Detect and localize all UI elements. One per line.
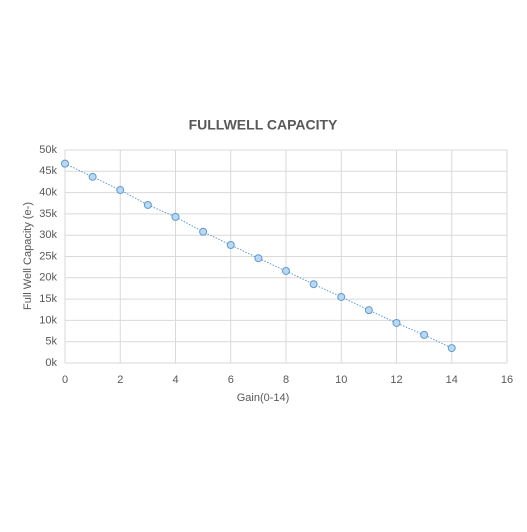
data-point xyxy=(364,306,373,315)
data-point xyxy=(254,254,263,263)
y-tick-label: 15k xyxy=(39,293,57,305)
y-tick-label: 5k xyxy=(45,336,57,348)
y-tick-label: 40k xyxy=(39,187,57,199)
data-point xyxy=(226,240,235,249)
x-tick-label: 6 xyxy=(228,374,234,386)
chart-area xyxy=(10,100,517,400)
y-tick-label: 20k xyxy=(39,272,57,284)
data-point xyxy=(309,280,318,289)
y-tick-label: 25k xyxy=(39,250,57,262)
data-point xyxy=(171,212,180,221)
series-line xyxy=(64,163,452,349)
x-tick-label: 16 xyxy=(501,374,513,386)
x-tick-label: 0 xyxy=(62,374,68,386)
chart-title: FULLWELL CAPACITY xyxy=(189,117,338,133)
data-point xyxy=(116,186,125,195)
y-tick-label: 0k xyxy=(45,357,57,369)
x-tick-label: 4 xyxy=(172,374,178,386)
data-point xyxy=(337,292,346,301)
x-tick-label: 12 xyxy=(390,374,402,386)
x-tick-label: 14 xyxy=(446,374,458,386)
y-tick-label: 45k xyxy=(39,165,57,177)
x-tick-label: 8 xyxy=(283,374,289,386)
x-axis-label: Gain(0-14) xyxy=(237,392,290,404)
data-point xyxy=(447,344,456,353)
data-point xyxy=(61,159,69,168)
data-point xyxy=(420,330,429,339)
x-tick-label: 10 xyxy=(335,374,347,386)
data-point xyxy=(282,266,290,275)
y-tick-label: 50k xyxy=(39,144,57,156)
y-axis-label: Full Well Capacity (e-) xyxy=(22,202,34,310)
y-tick-label: 35k xyxy=(39,208,57,220)
data-point xyxy=(392,318,401,327)
x-tick-label: 2 xyxy=(117,374,123,386)
y-tick-label: 30k xyxy=(39,229,57,241)
y-tick-label: 10k xyxy=(39,314,57,326)
data-point xyxy=(88,172,97,181)
data-point xyxy=(199,227,208,236)
data-point xyxy=(143,200,152,209)
